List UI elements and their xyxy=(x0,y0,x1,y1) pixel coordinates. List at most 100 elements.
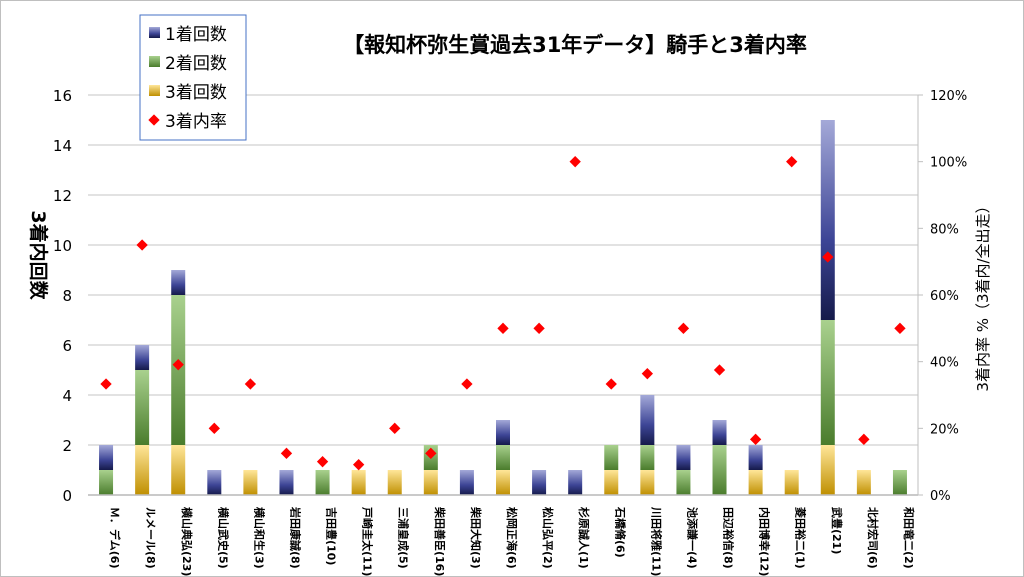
bar-3-place xyxy=(387,470,402,495)
bar-3-place xyxy=(748,470,763,495)
y-tick-label: 8 xyxy=(62,287,72,305)
bar-2-place xyxy=(135,370,150,445)
bar-3-place xyxy=(243,470,258,495)
rate-point xyxy=(425,447,437,459)
bar-3-place xyxy=(784,470,799,495)
bar-1-place xyxy=(279,470,294,495)
bar-2-place xyxy=(640,445,655,470)
rate-point xyxy=(244,378,257,390)
x-tick-label: 松岡正海(6) xyxy=(505,507,519,569)
rate-point xyxy=(352,459,365,471)
bar-1-place xyxy=(712,420,727,445)
rate-point xyxy=(641,368,654,380)
bar-1-place xyxy=(171,270,186,295)
bar-3-place xyxy=(856,470,871,495)
chart-title: 【報知杯弥生賞過去31年データ】騎手と3着内率 xyxy=(343,33,807,57)
bar-3-place xyxy=(351,470,366,495)
bar-1-place xyxy=(496,420,510,445)
rate-point xyxy=(172,359,184,371)
bar-1-place xyxy=(459,470,474,495)
x-tick-label: 柴田大知(3) xyxy=(469,506,483,569)
y-tick-label: 4 xyxy=(62,387,72,405)
bar-2-place xyxy=(712,445,727,495)
rate-point xyxy=(569,156,581,168)
y-axis-label: 3着内回数 xyxy=(27,210,50,300)
rate-point xyxy=(605,378,617,390)
bar-2-place xyxy=(496,445,510,470)
rate-point xyxy=(389,422,401,434)
y-tick-label: 14 xyxy=(53,137,72,155)
legend-swatch xyxy=(149,85,160,96)
rate-point xyxy=(822,251,834,263)
bar-1-place xyxy=(568,470,583,495)
rate-point xyxy=(316,456,329,468)
rate-point xyxy=(280,447,293,459)
x-tick-label: 池添謙一(4) xyxy=(685,507,699,569)
x-tick-label: Ｍ．デム(6) xyxy=(108,507,122,569)
x-tick-label: 横山武史(5) xyxy=(216,507,230,569)
x-tick-label: 和田竜二(2) xyxy=(902,507,916,569)
rate-point xyxy=(858,433,870,445)
bar-1-place xyxy=(207,470,222,495)
bar-1-place xyxy=(532,470,547,495)
y2-tick-label: 120% xyxy=(930,89,967,104)
x-tick-label: 三浦皇成(5) xyxy=(397,507,411,569)
rate-point xyxy=(136,239,148,251)
x-tick-label: 吉田豊(10) xyxy=(325,507,339,565)
legend-label: 1着回数 xyxy=(165,25,227,45)
rate-point xyxy=(208,422,220,434)
bar-1-place xyxy=(676,445,691,470)
x-tick-label: 柴田善臣(16) xyxy=(433,506,447,576)
bar-1-place xyxy=(820,120,835,320)
bar-2-place xyxy=(99,470,114,495)
y2-tick-label: 80% xyxy=(930,222,959,237)
y2-tick-label: 40% xyxy=(930,356,959,371)
y2-tick-label: 0% xyxy=(930,489,951,504)
x-tick-label: 杉原誠人(1) xyxy=(577,507,591,569)
y2-axis-label: 3着内率 %（3着内/全出走） xyxy=(974,198,992,391)
x-tick-label: 田辺裕信(8) xyxy=(722,507,736,569)
bar-3-place xyxy=(604,470,619,495)
bar-2-place xyxy=(892,470,907,495)
legend-swatch xyxy=(149,56,160,67)
rate-point xyxy=(786,156,798,168)
y2-tick-label: 60% xyxy=(930,289,959,304)
bar-2-place xyxy=(315,470,330,495)
x-tick-label: 横山典弘(23) xyxy=(180,507,194,576)
rate-point xyxy=(894,322,906,334)
bar-2-place xyxy=(820,320,835,445)
bar-1-place xyxy=(748,445,763,470)
bar-3-place xyxy=(423,470,438,495)
y-tick-label: 16 xyxy=(53,87,72,105)
x-tick-label: 横山和生(3) xyxy=(252,507,266,569)
y-tick-label: 0 xyxy=(62,487,72,505)
bar-3-place xyxy=(640,470,655,495)
bar-1-place xyxy=(135,345,150,370)
y-tick-label: 2 xyxy=(62,437,72,455)
y-tick-label: 6 xyxy=(62,337,72,355)
y-tick-label: 10 xyxy=(53,237,72,255)
x-tick-label: 石橋脩(6) xyxy=(613,506,627,558)
x-tick-label: 武豊(21) xyxy=(830,507,844,554)
x-tick-label: 北村宏司(6) xyxy=(866,507,880,569)
bar-1-place xyxy=(640,395,655,445)
bar-2-place xyxy=(676,470,691,495)
bar-3-place xyxy=(135,445,150,495)
legend-label: 3着回数 xyxy=(165,83,227,103)
x-tick-label: 戸崎圭太(11) xyxy=(361,507,375,576)
y2-tick-label: 20% xyxy=(930,422,959,437)
x-tick-label: ルメール(8) xyxy=(144,507,157,569)
bar-3-place xyxy=(171,445,186,495)
rate-point xyxy=(100,378,112,390)
bar-3-place xyxy=(496,470,510,495)
rate-point xyxy=(749,433,762,445)
rate-point xyxy=(713,364,726,376)
rate-point xyxy=(533,322,545,334)
bar-3-place xyxy=(820,445,835,495)
x-tick-label: 松山弘平(2) xyxy=(541,507,555,569)
legend: 1着回数 2着回数 3着回数 3着内率 xyxy=(139,14,247,141)
y-tick-label: 12 xyxy=(53,187,72,205)
rate-point xyxy=(677,322,690,334)
y2-tick-label: 100% xyxy=(930,156,967,171)
